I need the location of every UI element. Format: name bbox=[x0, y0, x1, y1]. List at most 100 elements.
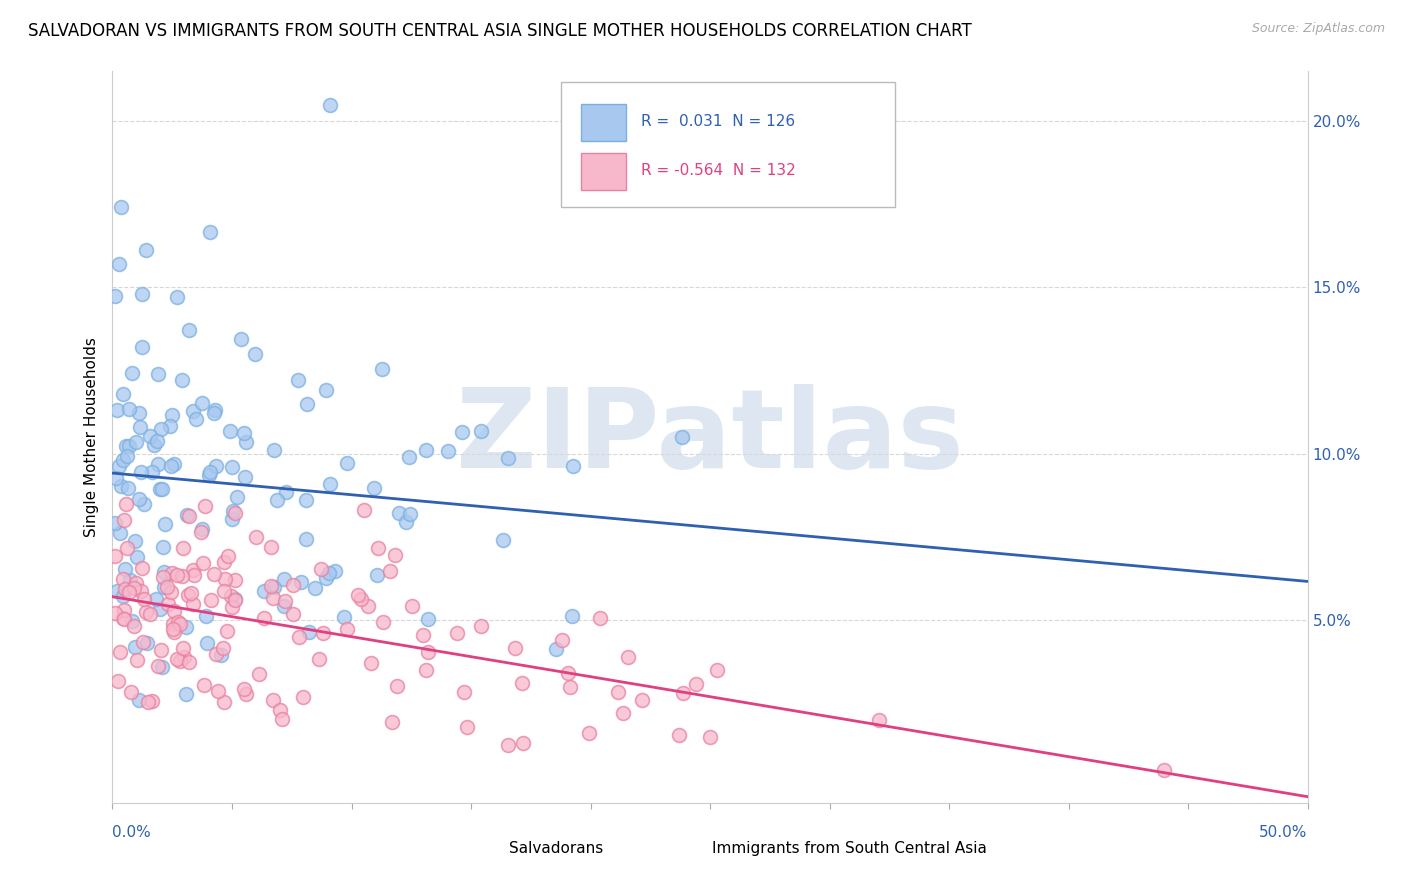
Point bbox=[304, 581, 326, 595]
Point bbox=[262, 692, 284, 706]
Point bbox=[221, 589, 243, 603]
Point bbox=[173, 650, 195, 665]
Point bbox=[112, 612, 135, 626]
Point bbox=[115, 497, 138, 511]
Point bbox=[120, 685, 142, 699]
Point bbox=[132, 497, 155, 511]
Point bbox=[308, 652, 330, 666]
Point bbox=[105, 403, 128, 417]
Point bbox=[166, 290, 188, 304]
Point bbox=[672, 685, 695, 699]
FancyBboxPatch shape bbox=[471, 839, 501, 858]
Point bbox=[398, 450, 420, 464]
Text: R =  0.031  N = 126: R = 0.031 N = 126 bbox=[641, 113, 794, 128]
Point bbox=[191, 522, 214, 536]
Point bbox=[233, 682, 256, 697]
Point bbox=[200, 593, 222, 607]
Point bbox=[191, 396, 214, 410]
Point bbox=[160, 458, 183, 473]
Point bbox=[384, 548, 406, 562]
Point bbox=[177, 323, 200, 337]
Point bbox=[412, 628, 434, 642]
Y-axis label: Single Mother Households: Single Mother Households bbox=[83, 337, 98, 537]
Point bbox=[202, 406, 225, 420]
Point bbox=[399, 507, 422, 521]
Point bbox=[209, 648, 232, 662]
Point bbox=[616, 649, 638, 664]
Point bbox=[174, 620, 197, 634]
Point bbox=[110, 526, 132, 541]
Point bbox=[249, 667, 271, 681]
Point bbox=[269, 703, 291, 717]
Point bbox=[224, 593, 246, 607]
Text: Immigrants from South Central Asia: Immigrants from South Central Asia bbox=[713, 841, 987, 856]
Point bbox=[181, 597, 204, 611]
Point bbox=[131, 340, 153, 354]
Point bbox=[262, 591, 284, 606]
Point bbox=[128, 492, 150, 507]
Point bbox=[260, 541, 283, 555]
Point bbox=[156, 580, 179, 594]
Point bbox=[105, 583, 128, 598]
Point bbox=[115, 541, 138, 555]
Text: Salvadorans: Salvadorans bbox=[509, 841, 603, 856]
Point bbox=[235, 687, 257, 701]
Point bbox=[177, 588, 200, 602]
Point bbox=[287, 373, 309, 387]
Point bbox=[146, 457, 169, 471]
Point bbox=[163, 604, 186, 618]
Point bbox=[135, 635, 157, 649]
Point bbox=[204, 403, 226, 417]
Point bbox=[263, 442, 285, 457]
Point bbox=[169, 616, 191, 631]
Point bbox=[492, 533, 515, 547]
Point bbox=[174, 686, 197, 700]
Point bbox=[544, 642, 567, 657]
Point bbox=[181, 403, 204, 417]
Point bbox=[295, 397, 318, 411]
Point bbox=[315, 383, 337, 397]
Point bbox=[335, 622, 357, 636]
Point bbox=[124, 434, 146, 449]
Point bbox=[118, 585, 141, 599]
Point bbox=[224, 507, 246, 521]
Point bbox=[212, 583, 235, 598]
Point bbox=[221, 599, 243, 614]
Point bbox=[496, 738, 519, 752]
Point bbox=[503, 640, 526, 655]
Point bbox=[205, 459, 228, 474]
Point bbox=[111, 610, 134, 624]
Point bbox=[205, 647, 228, 661]
Point bbox=[318, 476, 340, 491]
Point bbox=[125, 653, 148, 667]
Point bbox=[167, 615, 190, 630]
Point bbox=[193, 678, 215, 692]
Point bbox=[214, 572, 236, 586]
Point bbox=[221, 511, 243, 525]
Point bbox=[288, 631, 311, 645]
Point bbox=[152, 540, 174, 554]
Text: Source: ZipAtlas.com: Source: ZipAtlas.com bbox=[1251, 22, 1385, 36]
Point bbox=[166, 652, 188, 666]
Point bbox=[315, 571, 337, 585]
Point bbox=[668, 728, 690, 742]
Text: R = -0.564  N = 132: R = -0.564 N = 132 bbox=[641, 163, 796, 178]
Point bbox=[207, 684, 229, 698]
Point bbox=[217, 624, 239, 639]
Point bbox=[217, 549, 239, 563]
Point bbox=[111, 453, 134, 467]
Point bbox=[295, 492, 318, 507]
Point bbox=[110, 479, 132, 493]
Point bbox=[159, 418, 181, 433]
Point bbox=[162, 616, 184, 631]
Point bbox=[436, 443, 458, 458]
FancyBboxPatch shape bbox=[581, 104, 627, 141]
Point bbox=[122, 581, 145, 595]
Point bbox=[124, 576, 146, 591]
Point bbox=[496, 451, 519, 466]
Point bbox=[225, 490, 247, 504]
Point bbox=[470, 424, 492, 438]
Point bbox=[115, 439, 138, 453]
Point bbox=[172, 541, 194, 556]
Point bbox=[149, 601, 172, 615]
